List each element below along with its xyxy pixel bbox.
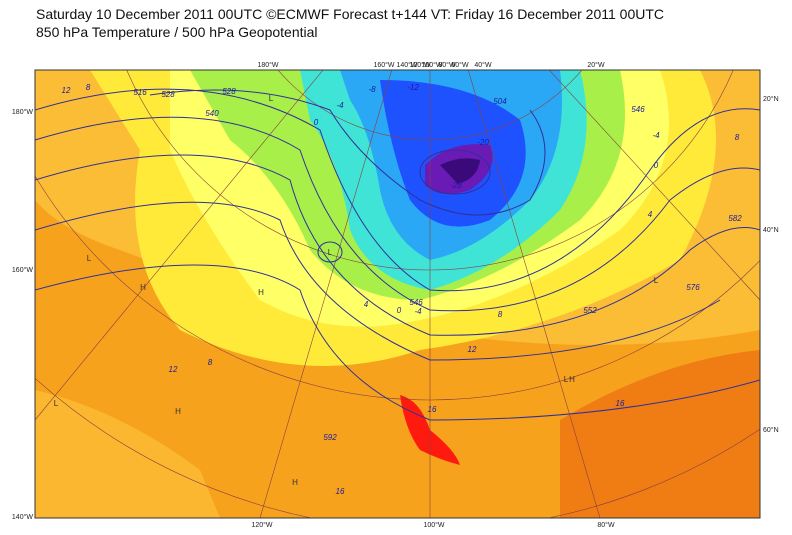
contour-label: 504 <box>493 97 507 106</box>
contour-label: -20 <box>477 138 489 147</box>
contour-label: 12 <box>62 86 71 95</box>
longitude-label: 20°W <box>587 61 605 69</box>
contour-label: 0 <box>397 306 402 315</box>
contour-label: -4 <box>414 307 422 316</box>
contour-label: 12 <box>169 365 178 374</box>
temperature-field <box>35 70 760 518</box>
geopotential-contours <box>35 88 760 421</box>
latitude-label: 40°N <box>763 226 779 234</box>
pressure-center: H <box>258 288 264 297</box>
contour-label: 516 <box>133 88 147 97</box>
pressure-center: H <box>569 375 575 384</box>
contour-label: -4 <box>652 131 660 140</box>
latitude-label: 180°W <box>12 108 33 116</box>
latitude-label: 160°W <box>12 266 33 274</box>
pressure-center: L <box>328 248 333 257</box>
latitude-label: 60°N <box>763 426 779 434</box>
longitude-label: 60°W <box>451 61 469 69</box>
latitude-label: 20°N <box>763 95 779 103</box>
contour-label: 8 <box>86 83 91 92</box>
contour-label: 4 <box>364 300 369 309</box>
contour-label: 0 <box>654 161 659 170</box>
longitude-label: 80°W <box>438 61 456 69</box>
title-line-2: 850 hPa Temperature / 500 hPa Geopotenti… <box>36 24 318 40</box>
contour-label: 576 <box>686 283 700 292</box>
longitude-label: 160°W <box>373 61 394 69</box>
contour-label: 540 <box>205 109 219 118</box>
contour-label: 16 <box>428 405 437 414</box>
longitude-label: 40°W <box>474 61 492 69</box>
contour-label: 8 <box>208 358 213 367</box>
pressure-center: H <box>175 407 181 416</box>
contour-label: 546 <box>631 105 645 114</box>
contour-label: -28 <box>450 181 462 190</box>
contour-label: 8 <box>498 310 503 319</box>
longitude-label: 180°W <box>257 61 278 69</box>
longitude-label: 80°W <box>597 521 615 529</box>
map-frame <box>34 69 761 519</box>
pressure-center: L <box>87 254 92 263</box>
contour-label: 592 <box>323 433 337 442</box>
contour-label: 4 <box>648 210 653 219</box>
contour-label: 16 <box>616 399 625 408</box>
pressure-center: L <box>269 94 274 103</box>
contour-label: 0 <box>314 118 319 127</box>
latitude-label: 140°W <box>12 513 33 521</box>
contour-label: -8 <box>368 85 376 94</box>
contour-label: 16 <box>336 487 345 496</box>
pressure-center: L <box>654 276 659 285</box>
contour-label: 546 <box>409 298 423 307</box>
pressure-center: H <box>292 478 298 487</box>
pressure-center: L <box>564 375 569 384</box>
contour-label: 552 <box>583 306 597 315</box>
longitude-label: 140°W <box>396 61 417 69</box>
contour-label: 528 <box>222 87 236 96</box>
contour-label: -4 <box>336 101 344 110</box>
longitude-label: 120°W <box>409 61 430 69</box>
contour-label: 528 <box>161 90 175 99</box>
longitude-label: 100°W <box>421 61 442 69</box>
contour-label: 582 <box>728 214 742 223</box>
contour-label: -12 <box>407 83 419 92</box>
title-line-1: Saturday 10 December 2011 00UTC ©ECMWF F… <box>36 6 665 22</box>
contour-label: 8 <box>735 133 740 142</box>
longitude-label: 100°W <box>423 521 444 529</box>
contour-label: 12 <box>468 345 477 354</box>
pressure-center: H <box>140 283 146 292</box>
longitude-label: 120°W <box>251 521 272 529</box>
pressure-center: L <box>54 399 59 408</box>
